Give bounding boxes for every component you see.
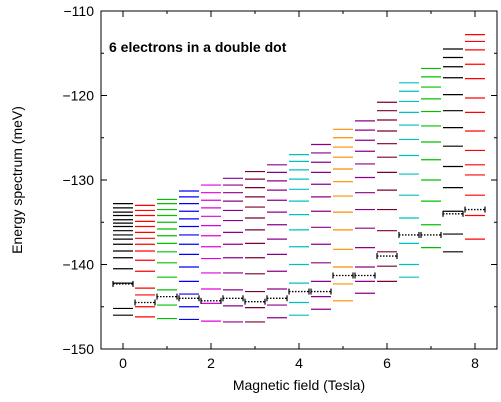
x-tick-label: 2 xyxy=(207,355,215,371)
chart-annotation: 6 electrons in a double dot xyxy=(109,39,287,55)
x-tick-label: 4 xyxy=(295,355,303,371)
level-group-b7 xyxy=(421,67,441,249)
level-group-b4.5 xyxy=(311,143,331,310)
level-group-b3.5 xyxy=(267,164,287,319)
y-tick-label: −140 xyxy=(62,257,94,273)
axis-ticks: 0 2 4 6 8 −150 −140 −130 −120 −110 xyxy=(62,3,497,371)
level-group-b4 xyxy=(289,154,309,316)
y-axis-label: Energy spectrum (meV) xyxy=(9,106,25,254)
level-group-b2 xyxy=(201,184,221,322)
level-group-b8 xyxy=(465,34,485,240)
level-group-b0 xyxy=(113,203,133,316)
level-group-b2.5 xyxy=(223,177,243,323)
y-tick-label: −150 xyxy=(62,341,94,357)
level-group-b1 xyxy=(157,198,177,320)
y-tick-label: −110 xyxy=(64,3,95,19)
x-tick-label: 6 xyxy=(383,355,391,371)
x-tick-label: 8 xyxy=(471,355,479,371)
level-group-b5 xyxy=(333,128,353,302)
level-group-b1.5 xyxy=(179,190,199,321)
level-group-b6.5 xyxy=(399,82,419,278)
plot-lines xyxy=(112,34,486,323)
level-group-b5.5 xyxy=(355,120,375,294)
level-group-b3 xyxy=(245,170,265,323)
y-tick-label: −130 xyxy=(62,172,94,188)
level-group-b6 xyxy=(377,101,397,282)
x-axis-label: Magnetic field (Tesla) xyxy=(233,377,365,393)
level-group-b0.5 xyxy=(135,204,155,318)
ground-state-markers xyxy=(112,206,486,306)
level-group-b7.5 xyxy=(443,48,463,253)
y-tick-label: −120 xyxy=(62,88,94,104)
x-tick-label: 0 xyxy=(119,355,127,371)
